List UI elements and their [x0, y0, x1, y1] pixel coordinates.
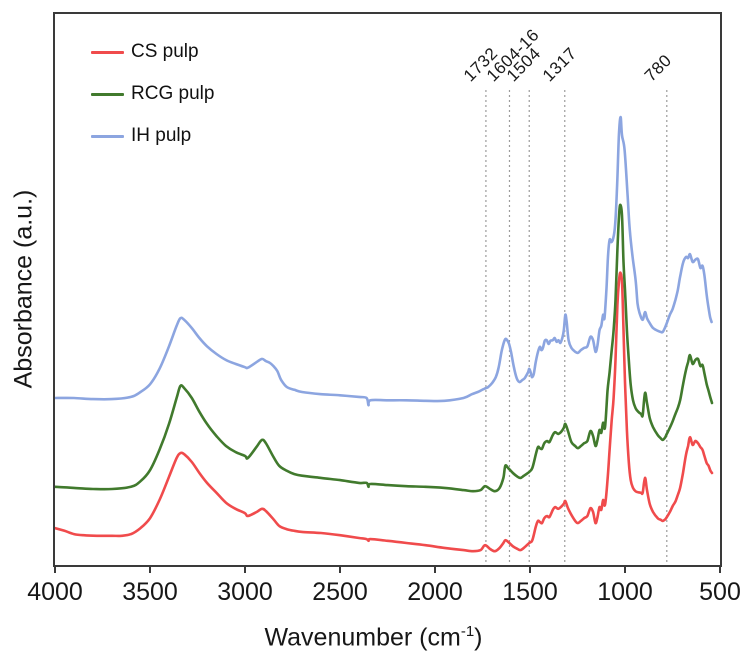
x-tick-label-1000: 1000: [597, 578, 653, 606]
x-tick-label-3000: 3000: [217, 578, 273, 606]
x-tick-4000: [54, 567, 56, 573]
x-tick-label-4000: 4000: [27, 578, 83, 606]
x-tick-label-500: 500: [699, 578, 741, 606]
x-tick-label-2500: 2500: [312, 578, 368, 606]
legend-label: IH pulp: [131, 125, 192, 146]
legend-line-blue: [91, 134, 124, 138]
x-tick-2500: [339, 567, 341, 573]
x-tick-3500: [149, 567, 151, 573]
x-tick-label-1500: 1500: [502, 578, 558, 606]
x-tick-label-3500: 3500: [122, 578, 178, 606]
spectrum-curve-cs-pulp: [55, 271, 714, 553]
legend-item-ih-pulp: IH pulp: [91, 124, 214, 148]
x-tick-1000: [624, 567, 626, 573]
spectra-canvas: [55, 90, 714, 565]
x-tick-3000: [244, 567, 246, 573]
legend-line-green: [91, 92, 124, 96]
x-axis-title-text: Wavenumber (cm: [264, 623, 461, 652]
x-axis-title: Wavenumber (cm-1): [0, 623, 747, 652]
spectrum-curve-ih-pulp: [55, 115, 713, 407]
x-tick-label-2000: 2000: [407, 578, 463, 606]
legend-item-rcg-pulp: RCG pulp: [91, 82, 214, 106]
legend-label: CS pulp: [131, 41, 199, 62]
legend: CS pulp RCG pulp IH pulp: [91, 40, 214, 166]
legend-label: RCG pulp: [131, 83, 215, 104]
legend-item-cs-pulp: CS pulp: [91, 40, 214, 64]
x-tick-1500: [529, 567, 531, 573]
legend-line-red: [91, 50, 124, 54]
x-axis-title-superscript: -1: [460, 623, 475, 640]
x-tick-500: [719, 567, 721, 573]
spectrum-curve-rcg-pulp: [55, 203, 714, 493]
x-tick-2000: [434, 567, 436, 573]
x-axis-title-close: ): [474, 623, 483, 652]
plot-area: 1732 1604-16 1504 1317 780 CS pulp RCG pulp …: [53, 12, 722, 567]
y-axis-title: Absorbance (a.u.): [9, 189, 38, 389]
